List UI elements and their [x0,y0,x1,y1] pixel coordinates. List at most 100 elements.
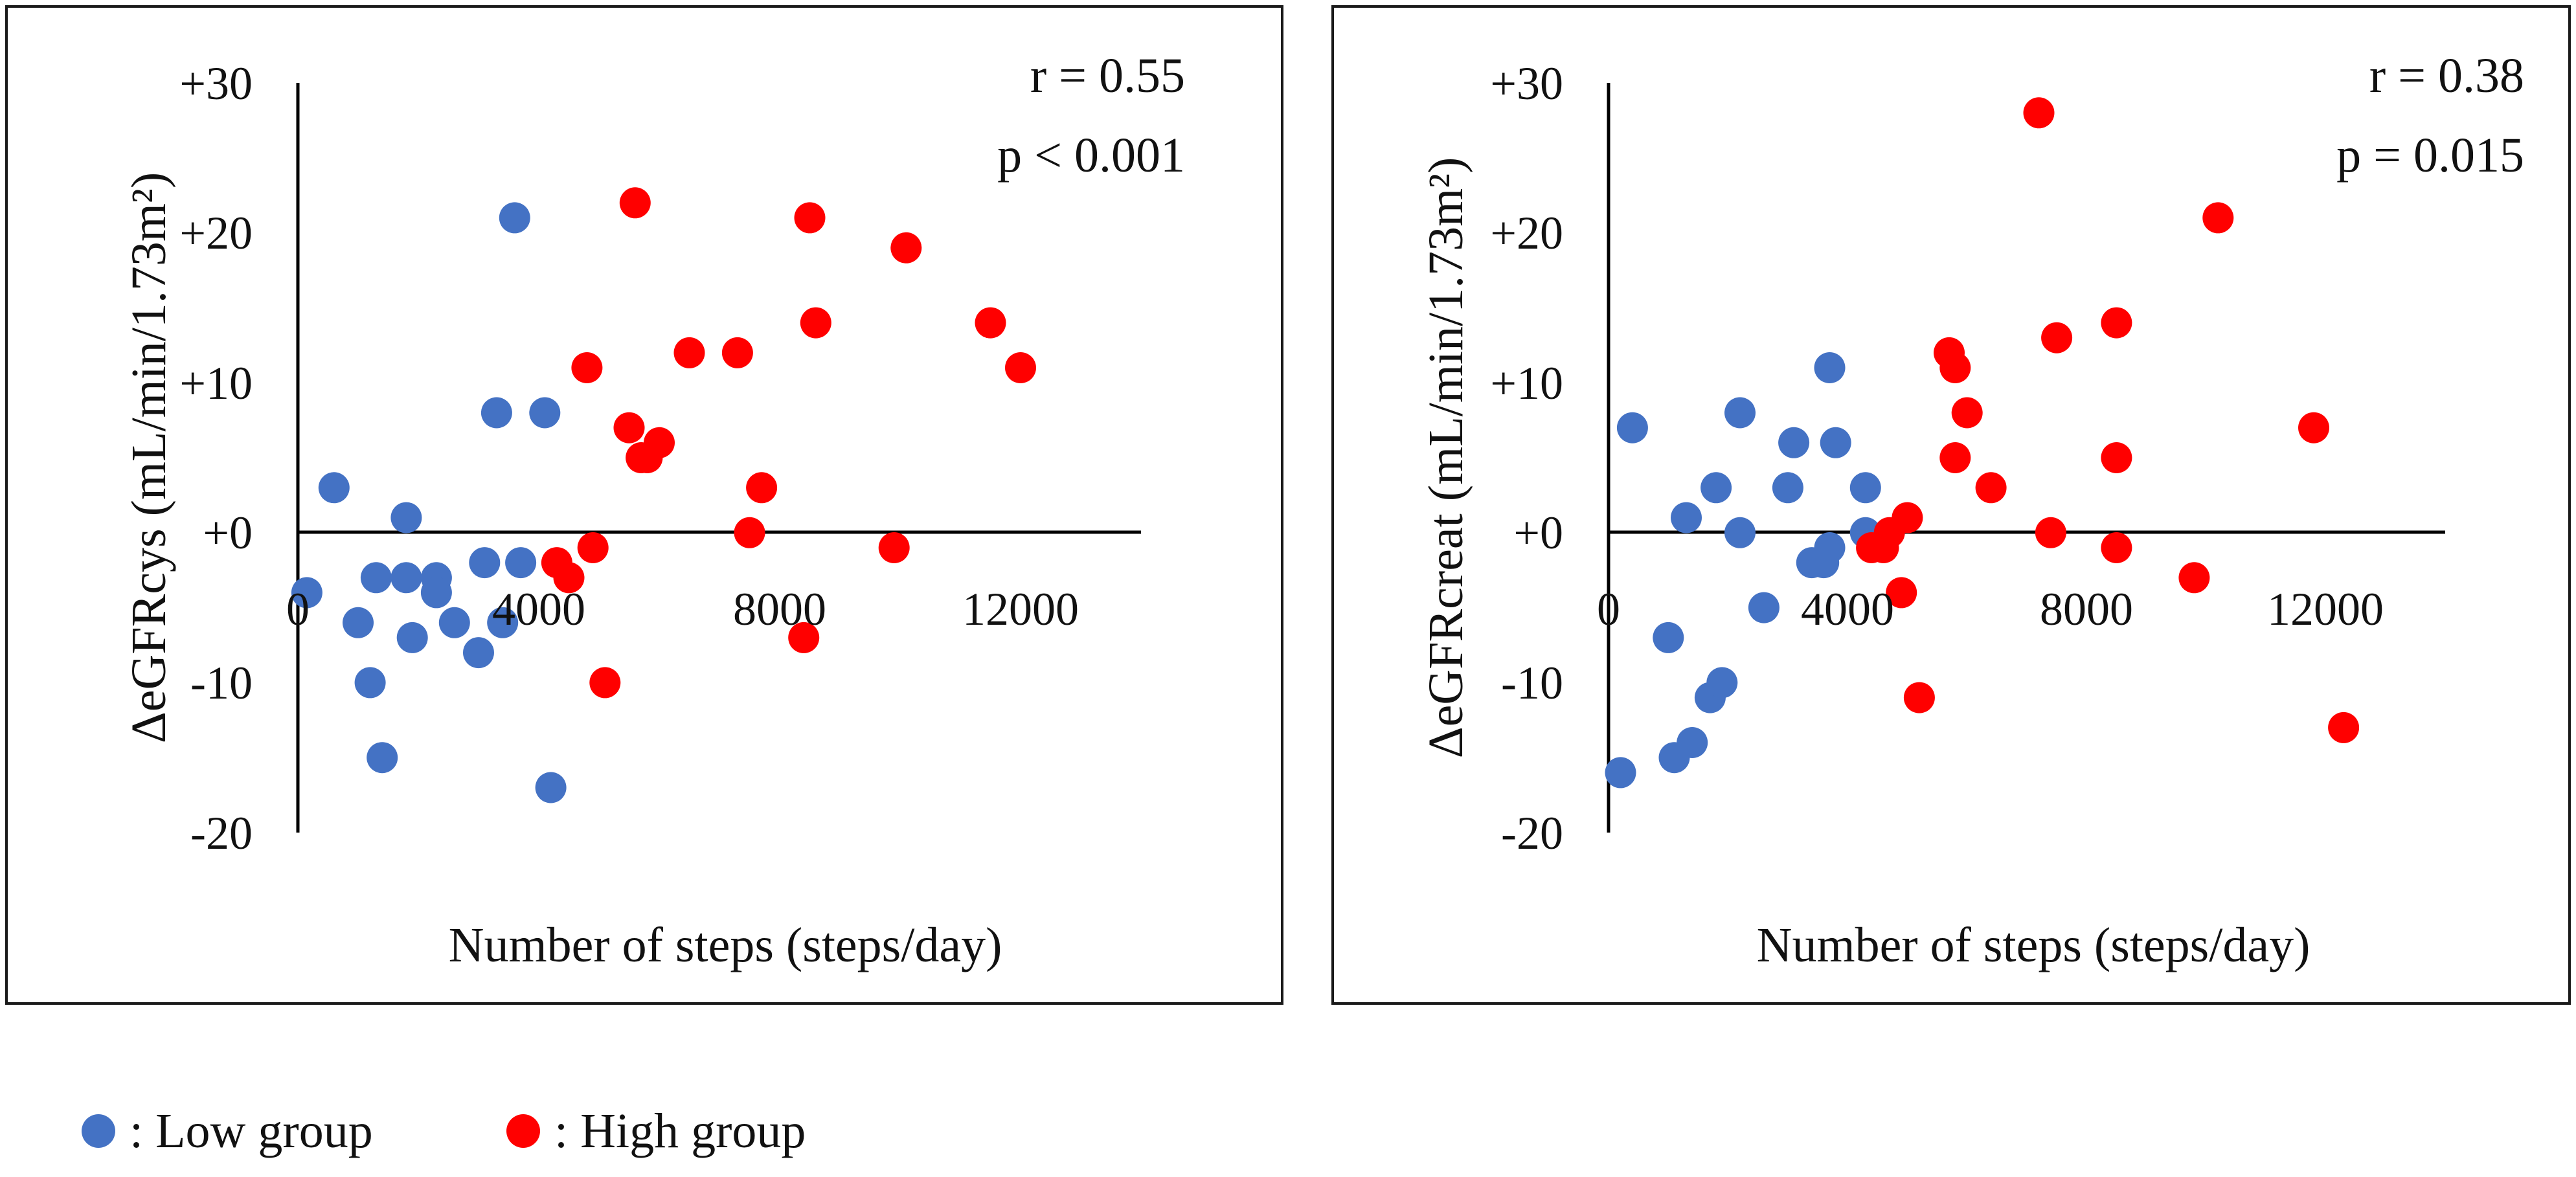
data-point-low-group [1616,412,1648,443]
data-point-low-group [396,622,428,653]
legend-high-group-label: : High group [554,1104,806,1158]
left-x-tick-labels: 0 4000 8000 12000 [286,583,1079,635]
data-point-low-group [1849,472,1881,504]
y-tick-label: -20 [190,807,253,859]
data-point-high-group [553,562,585,594]
data-point-low-group [1671,502,1702,533]
data-point-high-group [2298,412,2329,443]
right-scatter-points [1605,97,2360,789]
data-point-high-group [1939,442,1971,473]
data-point-high-group [1903,682,1935,713]
left-panel-frame [5,5,1283,1005]
data-point-high-group [644,427,675,458]
data-point-high-group [794,202,826,234]
data-point-low-group [1748,592,1779,623]
legend: : Low group : High group [82,1104,806,1158]
data-point-high-group [1939,352,1971,383]
data-point-low-group [390,502,422,533]
data-point-low-group [390,562,422,594]
data-point-low-group [438,607,470,638]
data-point-low-group [360,562,392,594]
data-point-low-group [1724,397,1756,429]
data-point-high-group [2101,307,2132,339]
x-tick-label: 4000 [1801,583,1894,635]
data-point-high-group [2178,562,2210,594]
data-point-high-group [2035,517,2066,548]
data-point-low-group [291,577,322,609]
y-tick-label: -10 [1501,657,1563,709]
data-point-high-group [2023,97,2055,129]
x-tick-label: 12000 [962,583,1079,635]
x-tick-label: 8000 [2040,583,2133,635]
y-tick-label: +10 [179,357,253,409]
legend-low-group-marker [82,1114,115,1148]
legend-low-group-label: : Low group [130,1104,373,1158]
data-point-high-group [800,307,831,339]
right-correlation-r: r = 0.38 [2369,49,2524,103]
data-point-high-group [1005,352,1036,383]
data-point-high-group [1975,472,2007,504]
data-point-high-group [890,232,922,263]
y-tick-label: +10 [1490,357,1563,409]
data-point-high-group [788,622,820,653]
data-point-low-group [1814,352,1846,383]
data-point-high-group [1886,577,1917,609]
data-point-low-group [354,667,386,699]
data-point-low-group [1700,472,1732,504]
x-tick-label: 0 [286,583,310,635]
data-point-high-group [619,187,651,219]
data-point-low-group [1772,472,1803,504]
left-correlation-r: r = 0.55 [1030,49,1185,103]
data-point-low-group [469,547,501,579]
data-point-high-group [2101,532,2132,563]
right-y-tick-labels: +30 +20 +10 +0 -10 -20 [1490,58,1563,859]
data-point-low-group [1724,517,1756,548]
left-chart-panel: +30 +20 +10 +0 -10 -20 0 4000 8000 12000… [5,5,1283,1005]
data-point-low-group [487,607,519,638]
data-point-high-group [589,667,621,699]
data-point-low-group [1653,622,1684,653]
data-point-low-group [1778,427,1810,458]
legend-high-group-marker [506,1114,540,1148]
x-tick-label: 0 [1597,583,1620,635]
data-point-low-group [1814,532,1846,563]
data-point-high-group [2202,202,2234,234]
right-x-axis-title: Number of steps (steps/day) [1757,918,2310,972]
data-point-low-group [420,577,452,609]
y-tick-label: +30 [1490,58,1563,109]
right-chart-panel: +30 +20 +10 +0 -10 -20 0 4000 8000 12000… [1331,5,2571,1005]
data-point-high-group [746,472,778,504]
data-point-high-group [975,307,1006,339]
y-tick-label: -20 [1501,807,1563,859]
x-tick-label: 8000 [733,583,826,635]
data-point-low-group [480,397,512,429]
data-point-low-group [499,202,530,234]
y-tick-label: +20 [179,207,253,259]
left-p-value: p < 0.001 [997,128,1185,183]
data-point-high-group [734,517,765,548]
left-y-tick-labels: +30 +20 +10 +0 -10 -20 [179,58,253,859]
data-point-low-group [535,772,567,803]
data-point-high-group [878,532,910,563]
data-point-high-group [2101,442,2132,473]
data-point-high-group [577,532,609,563]
data-point-high-group [673,337,705,368]
data-point-low-group [1605,757,1636,789]
data-point-low-group [1706,667,1738,699]
x-tick-label: 12000 [2267,583,2384,635]
data-point-low-group [505,547,537,579]
y-tick-label: -10 [190,657,253,709]
data-point-low-group [367,742,398,774]
data-point-low-group [343,607,374,638]
left-scatter-points [291,187,1036,803]
data-point-low-group [529,397,561,429]
data-point-high-group [1951,397,1983,429]
data-point-high-group [2328,712,2360,743]
data-point-low-group [1820,427,1851,458]
data-point-high-group [571,352,603,383]
left-y-axis-title: ΔeGFRcys (mL/min/1.73m²) [122,172,176,743]
data-point-high-group [721,337,753,368]
data-point-low-group [1677,727,1708,758]
data-point-low-group [318,472,350,504]
